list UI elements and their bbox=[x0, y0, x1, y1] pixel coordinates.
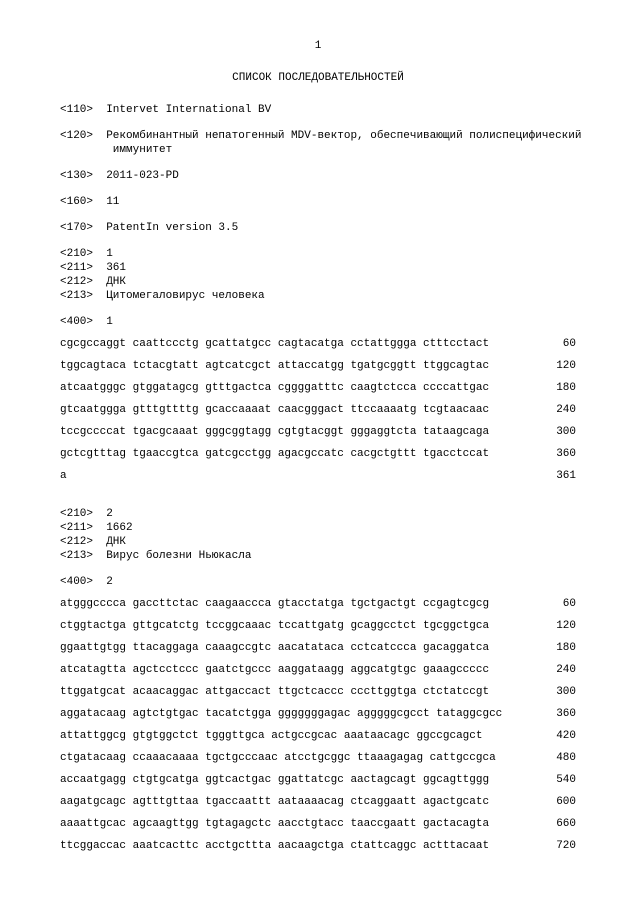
sequence-position: 600 bbox=[536, 796, 576, 808]
sequence-meta: <210> 1 <211> 361 <212> ДНК <213> Цитомегал… bbox=[60, 248, 576, 302]
header-field: <160> 11 bbox=[60, 196, 576, 208]
header-line: иммунитет bbox=[60, 144, 576, 156]
sequence-row: tggcagtaca tctacgtatt agtcatcgct attacca… bbox=[60, 360, 576, 372]
sequence-row: aagatgcagc agtttgttaa tgaccaattt aataaaa… bbox=[60, 796, 576, 808]
sequence-row: gctcgtttag tgaaccgtca gatcgcctgg agacgcc… bbox=[60, 448, 576, 460]
sequence-position: 720 bbox=[536, 840, 576, 852]
sequence-position: 360 bbox=[536, 448, 576, 460]
sequence-position: 660 bbox=[536, 818, 576, 830]
sequence-position: 180 bbox=[536, 382, 576, 394]
sequence-position: 361 bbox=[536, 470, 576, 482]
sequence-text: ttcggaccac aaatcacttc acctgcttta aacaagc… bbox=[60, 840, 489, 852]
sequence-text: ctggtactga gttgcatctg tccggcaaac tccattg… bbox=[60, 620, 489, 632]
meta-line: <211> 361 bbox=[60, 262, 576, 274]
sequence-text: ggaattgtgg ttacaggaga caaagccgtc aacatat… bbox=[60, 642, 489, 654]
sequence-position: 480 bbox=[536, 752, 576, 764]
page-number: 1 bbox=[60, 40, 576, 52]
sequence-row: tccgccccat tgacgcaaat gggcggtagg cgtgtac… bbox=[60, 426, 576, 438]
sequence-position: 120 bbox=[536, 620, 576, 632]
sequence-row: ttggatgcat acaacaggac attgaccact ttgctca… bbox=[60, 686, 576, 698]
sequence-position: 60 bbox=[536, 338, 576, 350]
meta-line: <210> 2 bbox=[60, 508, 576, 520]
sequence-position: 60 bbox=[536, 598, 576, 610]
sequence-position: 240 bbox=[536, 404, 576, 416]
sequence-text: aggatacaag agtctgtgac tacatctgga ggggggg… bbox=[60, 708, 502, 720]
meta-line: <210> 1 bbox=[60, 248, 576, 260]
sequence-position: 300 bbox=[536, 426, 576, 438]
sequence-position: 300 bbox=[536, 686, 576, 698]
sequence-row: ctggtactga gttgcatctg tccggcaaac tccattg… bbox=[60, 620, 576, 632]
sequence-row: atcaatgggc gtggatagcg gtttgactca cggggat… bbox=[60, 382, 576, 394]
sequence-row: a 361 bbox=[60, 470, 576, 482]
sequence-meta: <210> 2 <211> 1662 <212> ДНК <213> Вирус бо… bbox=[60, 508, 576, 562]
header-line: <120> Рекомбинантный непатогенный MDV-ве… bbox=[60, 130, 576, 142]
sequence-row: aggatacaag agtctgtgac tacatctgga ggggggg… bbox=[60, 708, 576, 720]
sequence-position: 420 bbox=[536, 730, 576, 742]
sequence-text: tggcagtaca tctacgtatt agtcatcgct attacca… bbox=[60, 360, 489, 372]
sequence-row: ggaattgtgg ttacaggaga caaagccgtc aacatat… bbox=[60, 642, 576, 654]
meta-line: <213> Вирус болезни Ньюкасла bbox=[60, 550, 576, 562]
header-line: <160> 11 bbox=[60, 196, 576, 208]
sequence-position: 240 bbox=[536, 664, 576, 676]
header-field: <170> PatentIn version 3.5 bbox=[60, 222, 576, 234]
document-title: СПИСОК ПОСЛЕДОВАТЕЛЬНОСТЕЙ bbox=[60, 72, 576, 84]
header-field: <110> Intervet International BV bbox=[60, 104, 576, 116]
sequence-text: attattggcg gtgtggctct tgggttgca actgccgc… bbox=[60, 730, 482, 742]
header-field: <120> Рекомбинантный непатогенный MDV-ве… bbox=[60, 130, 576, 156]
sequence-position: 540 bbox=[536, 774, 576, 786]
sequence-text: atgggcccca gaccttctac caagaaccca gtaccta… bbox=[60, 598, 489, 610]
sequence-text: tccgccccat tgacgcaaat gggcggtagg cgtgtac… bbox=[60, 426, 489, 438]
header-line: <170> PatentIn version 3.5 bbox=[60, 222, 576, 234]
sequence-tag: <400> 1 bbox=[60, 316, 576, 328]
sequence-text: ctgatacaag ccaaacaaaa tgctgcccaac atcctg… bbox=[60, 752, 496, 764]
sequence-row: cgcgccaggt caattccctg gcattatgcc cagtaca… bbox=[60, 338, 576, 350]
header-line: <130> 2011-023-PD bbox=[60, 170, 576, 182]
sequence-text: atcatagtta agctcctccc gaatctgccc aaggata… bbox=[60, 664, 489, 676]
meta-line: <213> Цитомегаловирус человека bbox=[60, 290, 576, 302]
header-line: <110> Intervet International BV bbox=[60, 104, 576, 116]
sequence-position: 360 bbox=[536, 708, 576, 720]
sequence-text: gctcgtttag tgaaccgtca gatcgcctgg agacgcc… bbox=[60, 448, 489, 460]
sequence-row: attattggcg gtgtggctct tgggttgca actgccgc… bbox=[60, 730, 576, 742]
sequence-position: 180 bbox=[536, 642, 576, 654]
sequence-text: cgcgccaggt caattccctg gcattatgcc cagtaca… bbox=[60, 338, 489, 350]
sequence-row: ctgatacaag ccaaacaaaa tgctgcccaac atcctg… bbox=[60, 752, 576, 764]
sequence-text: gtcaatggga gtttgttttg gcaccaaaat caacggg… bbox=[60, 404, 489, 416]
sequence-text: aaaattgcac agcaagttgg tgtagagctc aacctgt… bbox=[60, 818, 489, 830]
sequence-row: gtcaatggga gtttgttttg gcaccaaaat caacggg… bbox=[60, 404, 576, 416]
meta-line: <212> ДНК bbox=[60, 536, 576, 548]
sequence-tag: <400> 2 bbox=[60, 576, 576, 588]
sequence-text: accaatgagg ctgtgcatga ggtcactgac ggattat… bbox=[60, 774, 489, 786]
sequence-text: aagatgcagc agtttgttaa tgaccaattt aataaaa… bbox=[60, 796, 489, 808]
sequence-row: atgggcccca gaccttctac caagaaccca gtaccta… bbox=[60, 598, 576, 610]
sequence-row: atcatagtta agctcctccc gaatctgccc aaggata… bbox=[60, 664, 576, 676]
sequence-row: accaatgagg ctgtgcatga ggtcactgac ggattat… bbox=[60, 774, 576, 786]
sequence-text: ttggatgcat acaacaggac attgaccact ttgctca… bbox=[60, 686, 489, 698]
sequence-row: ttcggaccac aaatcacttc acctgcttta aacaagc… bbox=[60, 840, 576, 852]
sequence-text: a bbox=[60, 470, 67, 482]
sequence-text: atcaatgggc gtggatagcg gtttgactca cggggat… bbox=[60, 382, 489, 394]
sequence-position: 120 bbox=[536, 360, 576, 372]
meta-line: <211> 1662 bbox=[60, 522, 576, 534]
header-field: <130> 2011-023-PD bbox=[60, 170, 576, 182]
meta-line: <212> ДНК bbox=[60, 276, 576, 288]
sequence-row: aaaattgcac agcaagttgg tgtagagctc aacctgt… bbox=[60, 818, 576, 830]
